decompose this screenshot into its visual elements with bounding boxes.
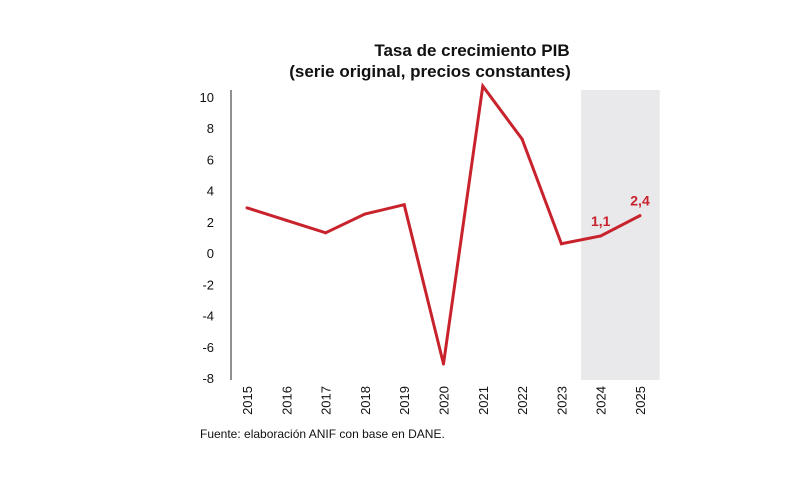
data-point <box>363 212 367 216</box>
y-tick-label: 6 <box>207 152 214 167</box>
data-point <box>284 218 288 222</box>
source-note: Fuente: elaboración ANIF con base en DAN… <box>200 427 445 441</box>
y-tick-label: 10 <box>200 90 214 105</box>
chart-subtitle: (serie original, precios constantes) <box>289 62 571 81</box>
x-tick-label: 2022 <box>515 386 530 415</box>
data-point <box>559 242 563 246</box>
data-label: 1,1 <box>591 213 611 229</box>
x-tick-label: 2019 <box>397 386 412 415</box>
x-tick-label: 2025 <box>633 386 648 415</box>
y-axis-ticks: 10 8 6 4 2 0 -2 -4 -6 -8 <box>200 90 214 386</box>
data-point <box>520 137 524 141</box>
data-point <box>599 234 603 238</box>
y-tick-label: -6 <box>202 340 214 355</box>
y-tick-label: -8 <box>202 371 214 386</box>
data-point <box>402 203 406 207</box>
data-point <box>245 206 249 210</box>
chart-title: Tasa de crecimiento PIB <box>374 41 569 60</box>
series-points <box>245 84 642 366</box>
x-tick-label: 2020 <box>437 386 452 415</box>
x-tick-label: 2021 <box>476 386 491 415</box>
projection-band <box>581 90 660 380</box>
data-labels: 1,1 2,4 <box>591 193 650 229</box>
x-tick-label: 2018 <box>358 386 373 415</box>
y-tick-label: 8 <box>207 121 214 136</box>
x-tick-label: 2015 <box>240 386 255 415</box>
x-tick-label: 2023 <box>554 386 569 415</box>
data-point <box>324 231 328 235</box>
y-tick-label: -4 <box>202 309 214 324</box>
x-tick-label: 2016 <box>279 386 294 415</box>
x-tick-label: 2017 <box>319 386 334 415</box>
data-label: 2,4 <box>630 193 650 209</box>
x-tick-label: 2024 <box>594 386 609 415</box>
y-tick-label: 2 <box>207 215 214 230</box>
y-tick-label: 4 <box>207 184 214 199</box>
x-axis-ticks: 2015 2016 2017 2018 2019 2020 2021 2022 2023 2024… <box>240 386 648 415</box>
data-point <box>481 84 485 88</box>
y-tick-label: -2 <box>202 277 214 292</box>
data-point <box>442 362 445 366</box>
data-point <box>638 214 642 218</box>
y-tick-label: 0 <box>207 246 214 261</box>
